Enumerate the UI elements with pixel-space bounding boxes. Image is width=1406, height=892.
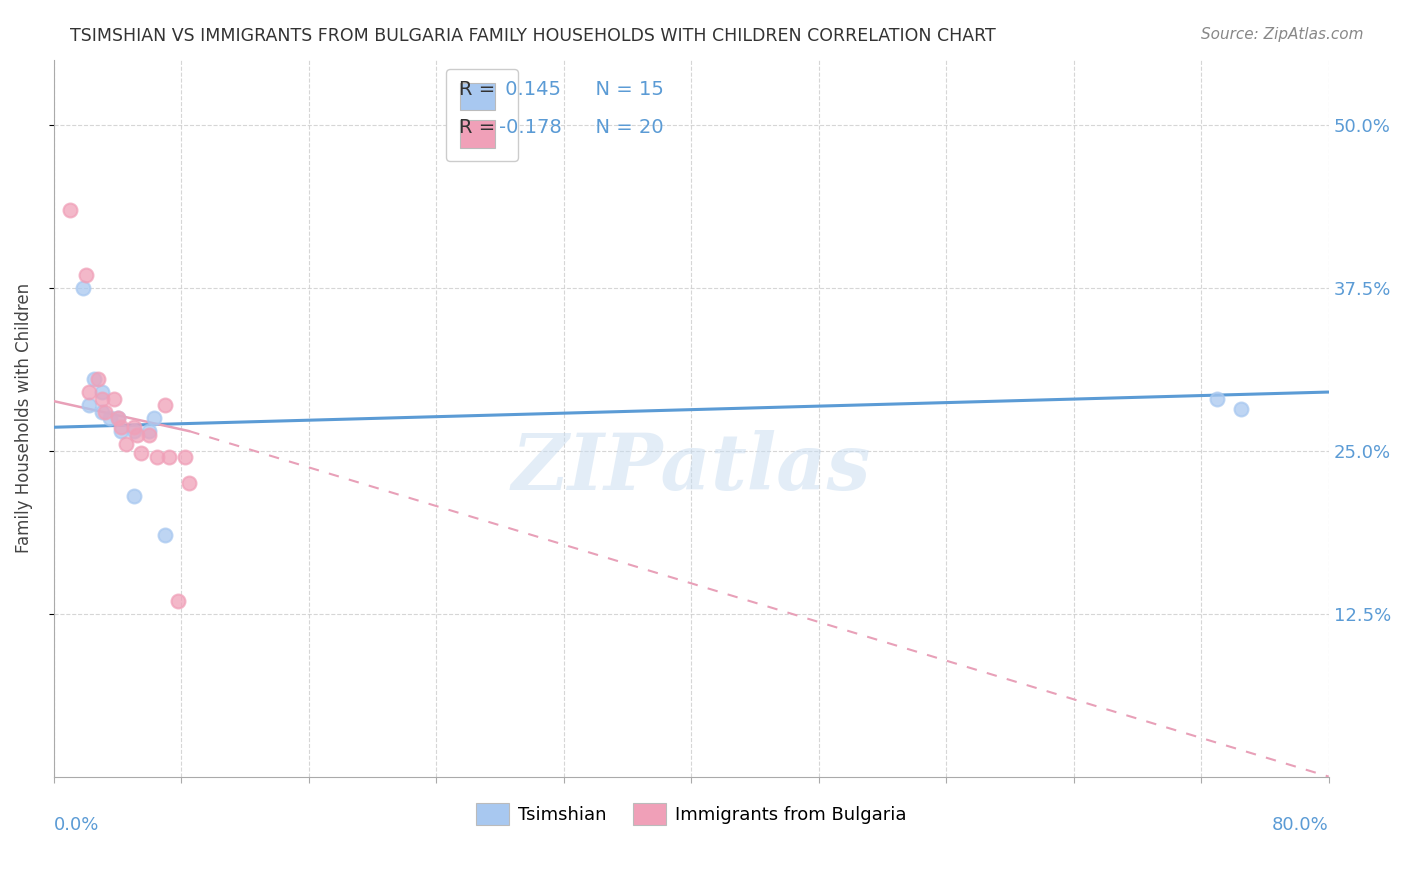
Point [114, 437, 136, 451]
Point [138, 424, 160, 438]
Point [1206, 392, 1229, 406]
Point [94, 404, 117, 418]
Point [146, 450, 169, 465]
Point [138, 428, 160, 442]
Point [77, 385, 100, 400]
Point [1230, 402, 1253, 417]
Y-axis label: Family Households with Children: Family Households with Children [15, 283, 32, 553]
Point [90, 404, 112, 418]
Point [98, 411, 121, 425]
Legend: Tsimshian, Immigrants from Bulgaria: Tsimshian, Immigrants from Bulgaria [470, 796, 914, 832]
Text: 0.0%: 0.0% [53, 816, 100, 834]
Point [122, 489, 145, 503]
Point [110, 420, 132, 434]
Point [179, 476, 201, 491]
Point [87, 372, 110, 386]
Point [83, 372, 105, 386]
Text: Source: ZipAtlas.com: Source: ZipAtlas.com [1201, 27, 1364, 42]
Point [155, 528, 177, 542]
Point [155, 398, 177, 412]
Point [173, 450, 195, 465]
Point [167, 593, 190, 607]
Point [122, 420, 145, 434]
Text: 0.145: 0.145 [499, 80, 561, 99]
Point [107, 411, 129, 425]
Point [131, 446, 153, 460]
Point [103, 392, 125, 406]
Point [157, 450, 180, 465]
Point [110, 424, 132, 438]
Point [125, 428, 148, 442]
Point [90, 385, 112, 400]
Point [59, 202, 82, 217]
Point [143, 411, 166, 425]
Text: ZIPatlas: ZIPatlas [512, 430, 870, 507]
Point [90, 392, 112, 406]
Point [72, 281, 94, 295]
Text: -0.178: -0.178 [499, 119, 561, 137]
Text: R =: R = [460, 80, 502, 99]
Point [107, 411, 129, 425]
Text: N = 20: N = 20 [583, 119, 664, 137]
Text: N = 15: N = 15 [583, 80, 664, 99]
Text: R =: R = [460, 119, 502, 137]
Text: 80.0%: 80.0% [1272, 816, 1329, 834]
Point [75, 268, 97, 282]
Point [122, 424, 145, 438]
Text: TSIMSHIAN VS IMMIGRANTS FROM BULGARIA FAMILY HOUSEHOLDS WITH CHILDREN CORRELATIO: TSIMSHIAN VS IMMIGRANTS FROM BULGARIA FA… [70, 27, 995, 45]
Point [77, 398, 100, 412]
